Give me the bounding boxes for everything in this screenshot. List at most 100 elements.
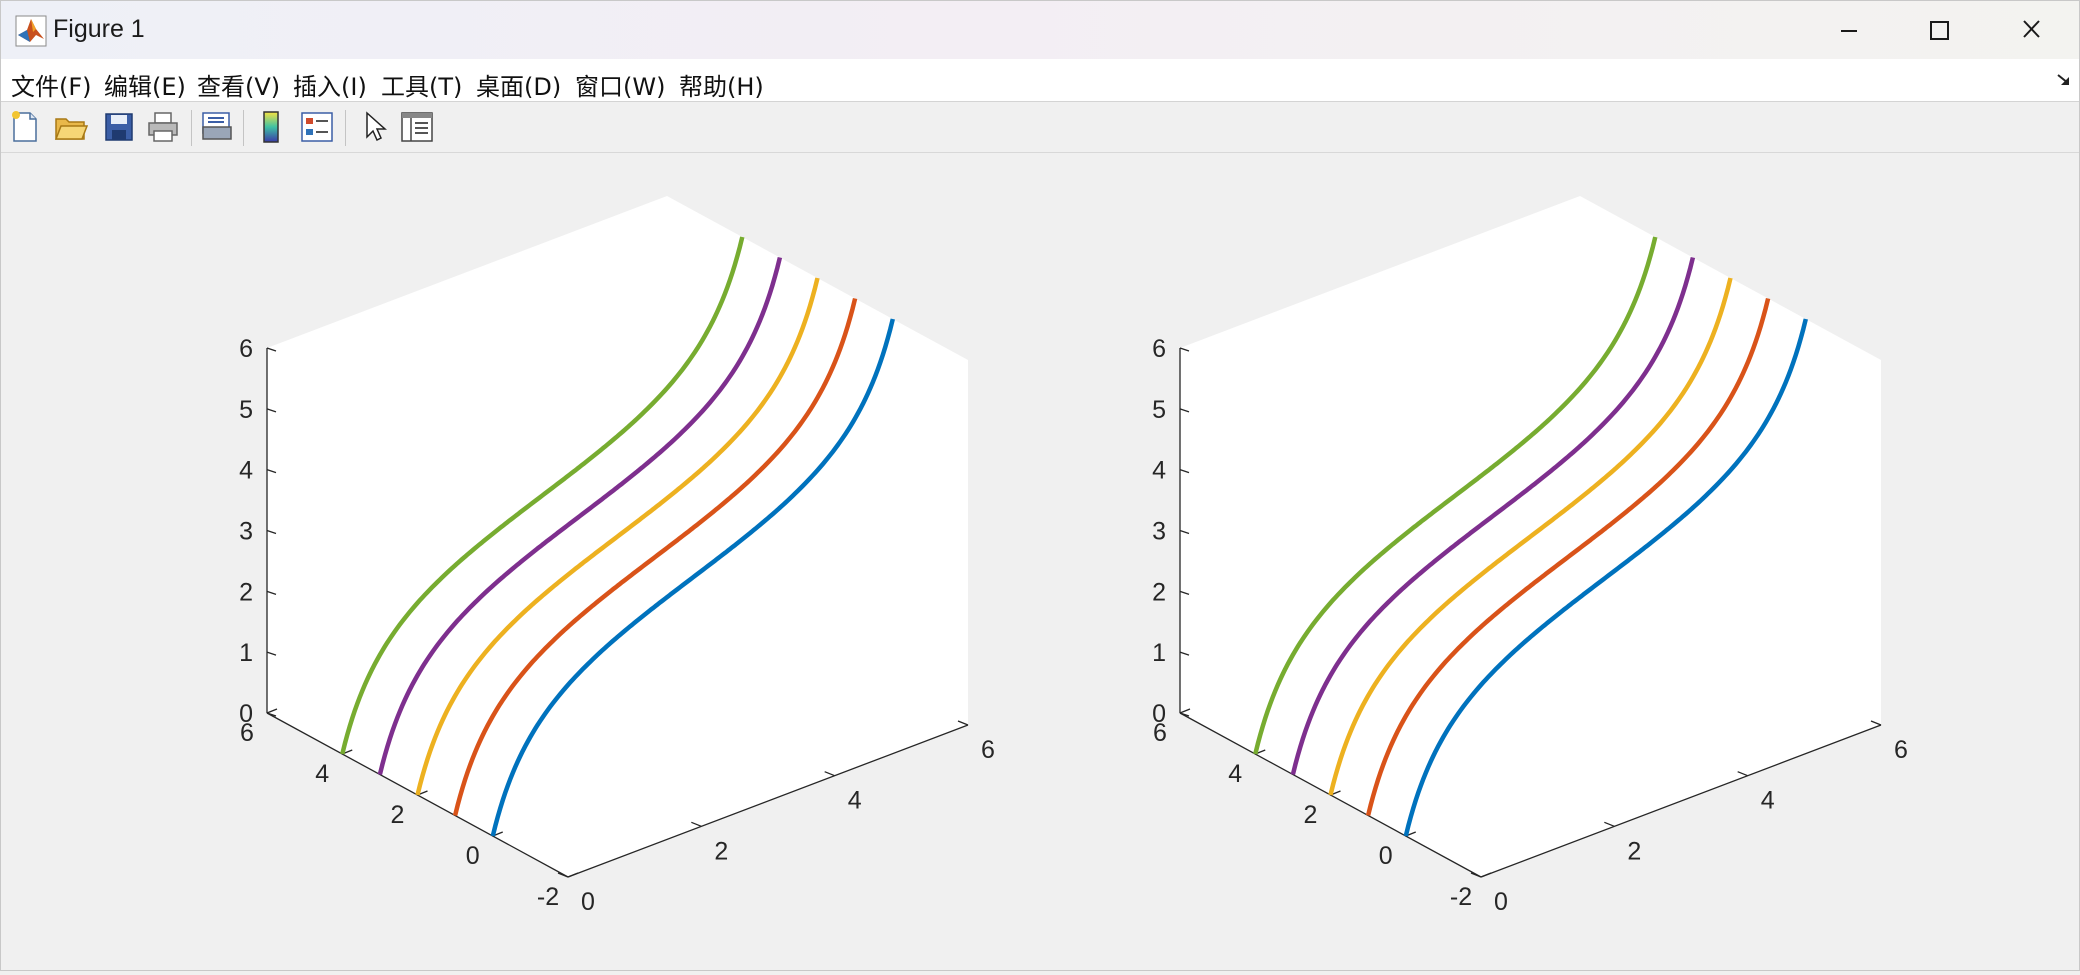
z-tick-label: 0 [1152,700,1166,728]
print-icon[interactable] [145,109,181,145]
y-tick [1480,872,1492,878]
new-figure-icon[interactable] [7,109,43,145]
toolbar-separator [191,110,192,146]
z-tick [266,408,277,413]
open-folder-icon[interactable] [53,109,89,145]
y-tick-label: 4 [315,760,329,788]
x-tick [1470,872,1482,878]
z-tick-label: 1 [1152,639,1166,667]
colorbar-icon[interactable] [253,109,289,145]
z-tick [266,651,277,656]
series-line-3[interactable] [415,277,820,796]
y-tick-label: 6 [1153,719,1167,747]
menu-view[interactable]: 查看(V) [197,73,281,101]
z-tick [1179,651,1190,656]
z-tick-label: 6 [1152,335,1166,363]
menu-desktop[interactable]: 桌面(D) [476,73,562,101]
x-axis-line [567,724,969,878]
series-line-2[interactable] [1365,297,1771,817]
x-tick [957,720,969,726]
z-tick-label: 0 [239,700,253,728]
x-axis-line [1480,724,1882,878]
series-line-1[interactable] [1403,318,1808,837]
z-tick [1179,469,1190,474]
z-tick-label: 5 [1152,396,1166,424]
dock-arrow-icon[interactable] [2055,71,2073,89]
z-tick-label: 6 [239,335,253,363]
x-tick [1604,821,1615,827]
x-tick-label: 4 [1761,787,1775,815]
series-line-5[interactable] [340,236,745,755]
menu-window[interactable]: 窗口(W) [575,73,666,101]
toolbar-separator [243,110,244,146]
z-tick-label: 2 [239,578,253,606]
print-preview-icon[interactable] [199,109,235,145]
pointer-arrow-icon[interactable] [357,109,393,145]
x-tick-label: 2 [1627,837,1641,865]
x-tick [824,771,835,777]
matlab-logo-icon [15,15,47,47]
series-line-4[interactable] [377,256,783,776]
series-line-2[interactable] [452,297,858,817]
series-line-1[interactable] [490,318,895,837]
menu-edit[interactable]: 编辑(E) [104,73,186,101]
z-tick [266,347,277,352]
figure-toolbar [1,102,2079,153]
z-tick-label: 5 [239,396,253,424]
series-line-4[interactable] [1290,256,1696,776]
menu-bar: 文件(F) 编辑(E) 查看(V) 插入(I) 工具(T) 桌面(D) 窗口(W… [1,59,2079,102]
menu-file[interactable]: 文件(F) [11,73,92,101]
y-tick-label: 4 [1228,760,1242,788]
menu-help[interactable]: 帮助(H) [679,73,764,101]
z-tick [1179,590,1190,595]
x-tick [1737,771,1748,777]
x-tick [557,872,569,878]
toolbar-separator [345,110,346,146]
y-tick-label: -2 [537,883,559,911]
menu-insert[interactable]: 插入(I) [293,73,367,101]
x-tick-label: 4 [848,787,862,815]
maximize-icon [1930,21,1949,40]
z-tick [266,590,277,595]
x-tick [691,821,702,827]
property-inspector-icon[interactable] [399,109,435,145]
x-tick-label: 2 [714,837,728,865]
y-tick-label: 0 [466,842,480,870]
z-tick-label: 4 [1152,457,1166,485]
save-icon[interactable] [101,109,137,145]
y-tick-label: 0 [1379,842,1393,870]
x-tick-label: 6 [981,736,995,764]
z-tick [1179,347,1190,352]
y-tick [266,708,278,714]
minimize-button[interactable] [1819,9,1879,53]
x-tick-label: 0 [1494,888,1508,916]
title-bar[interactable]: Figure 1 [1,1,2079,59]
legend-icon[interactable] [299,109,335,145]
z-tick [266,529,277,535]
z-tick-label: 1 [239,639,253,667]
maximize-button[interactable] [1909,9,1969,53]
z-tick [1179,712,1190,717]
z-tick-label: 2 [1152,578,1166,606]
window-title: Figure 1 [53,15,145,43]
y-tick-label: -2 [1450,883,1472,911]
menu-tools[interactable]: 工具(T) [381,73,463,101]
y-tick-label: 6 [240,719,254,747]
z-tick-label: 4 [239,457,253,485]
z-tick [1179,408,1190,413]
series-line-3[interactable] [1328,277,1733,796]
x-tick [1870,720,1882,726]
z-tick-label: 3 [239,518,253,546]
series-line-5[interactable] [1253,236,1658,755]
y-tick-label: 2 [1304,801,1318,829]
close-button[interactable] [2001,9,2061,53]
z-tick [1179,529,1190,535]
z-tick [266,712,277,717]
x-tick-label: 6 [1894,736,1908,764]
x-tick-label: 0 [581,888,595,916]
close-icon [2023,20,2040,38]
